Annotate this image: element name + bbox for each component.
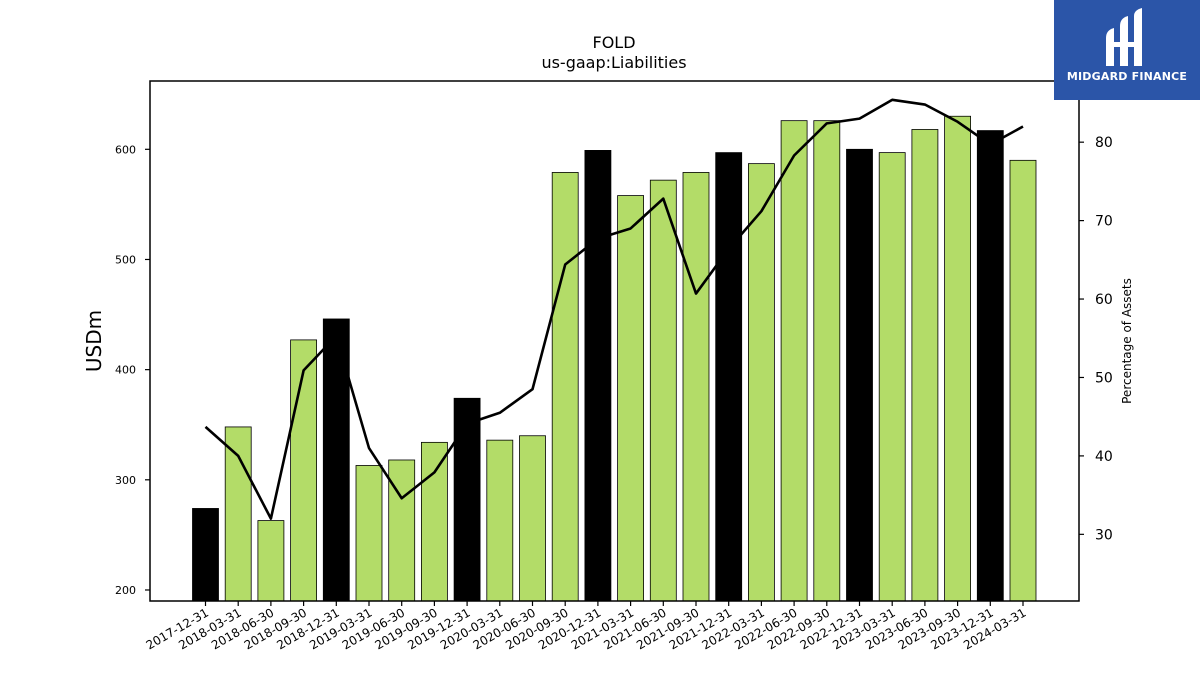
x-axis: 2017-12-312018-03-312018-06-302018-09-30…	[144, 601, 1029, 652]
bar-2019-06-30	[388, 459, 416, 602]
chart-subtitle: us-gaap:Liabilities	[541, 53, 686, 72]
bar-2022-03-31	[748, 163, 775, 602]
bar-2020-12-31	[584, 150, 612, 602]
bars-group	[192, 115, 1037, 602]
y2-tick-label: 40	[1095, 449, 1113, 465]
bar-2021-06-30	[649, 179, 677, 602]
right-axis: 30 40 50 60 70 80	[1079, 135, 1113, 543]
percentage-line	[204, 98, 1024, 520]
bar-2019-12-31	[453, 397, 481, 602]
bar-2020-09-30	[551, 172, 579, 602]
y-tick-label: 300	[115, 474, 136, 487]
bar-2020-06-30	[519, 435, 546, 602]
bar-2021-09-30	[682, 172, 710, 602]
bar-2022-12-31	[846, 148, 873, 602]
bar-2019-09-30	[420, 441, 448, 602]
brand-logo: MIDGARD FINANCE	[1054, 0, 1200, 100]
bar-2017-12-31	[192, 508, 219, 602]
y-tick-label: 600	[115, 143, 136, 156]
bar-2023-12-31	[976, 130, 1004, 602]
y-tick-label: 200	[115, 584, 136, 597]
bar-2018-09-30	[290, 339, 318, 602]
y-tick-label: 500	[115, 253, 136, 266]
midgard-logo-icon	[1106, 8, 1142, 66]
y2-tick-label: 60	[1095, 292, 1113, 308]
y2-tick-label: 30	[1095, 527, 1113, 543]
left-axis: 200 300 400 500 600	[115, 143, 150, 597]
bar-2024-03-31	[1009, 159, 1037, 602]
y-axis-label: USDm	[82, 310, 106, 372]
y-tick-label: 400	[115, 364, 136, 377]
y2-tick-label: 70	[1095, 214, 1113, 230]
bar-2023-09-30	[944, 115, 971, 602]
bar-2023-06-30	[911, 129, 939, 602]
bar-2021-12-31	[715, 152, 743, 602]
bar-2018-12-31	[322, 318, 350, 602]
brand-name: MIDGARD FINANCE	[1066, 70, 1188, 83]
bar-2019-03-31	[355, 465, 383, 602]
y2-tick-label: 80	[1095, 135, 1113, 151]
bar-2022-09-30	[813, 120, 841, 602]
bar-2020-03-31	[486, 439, 514, 602]
bar-2018-06-30	[257, 520, 285, 602]
chart-title: FOLD	[592, 33, 635, 52]
plot-frame	[149, 80, 1080, 602]
y2-axis-label: Percentage of Assets	[1120, 278, 1134, 404]
bar-2018-03-31	[224, 426, 252, 602]
bar-2022-06-30	[780, 120, 808, 602]
bar-2021-03-31	[617, 195, 644, 602]
y2-tick-label: 50	[1095, 370, 1113, 386]
bar-2023-03-31	[878, 152, 906, 602]
